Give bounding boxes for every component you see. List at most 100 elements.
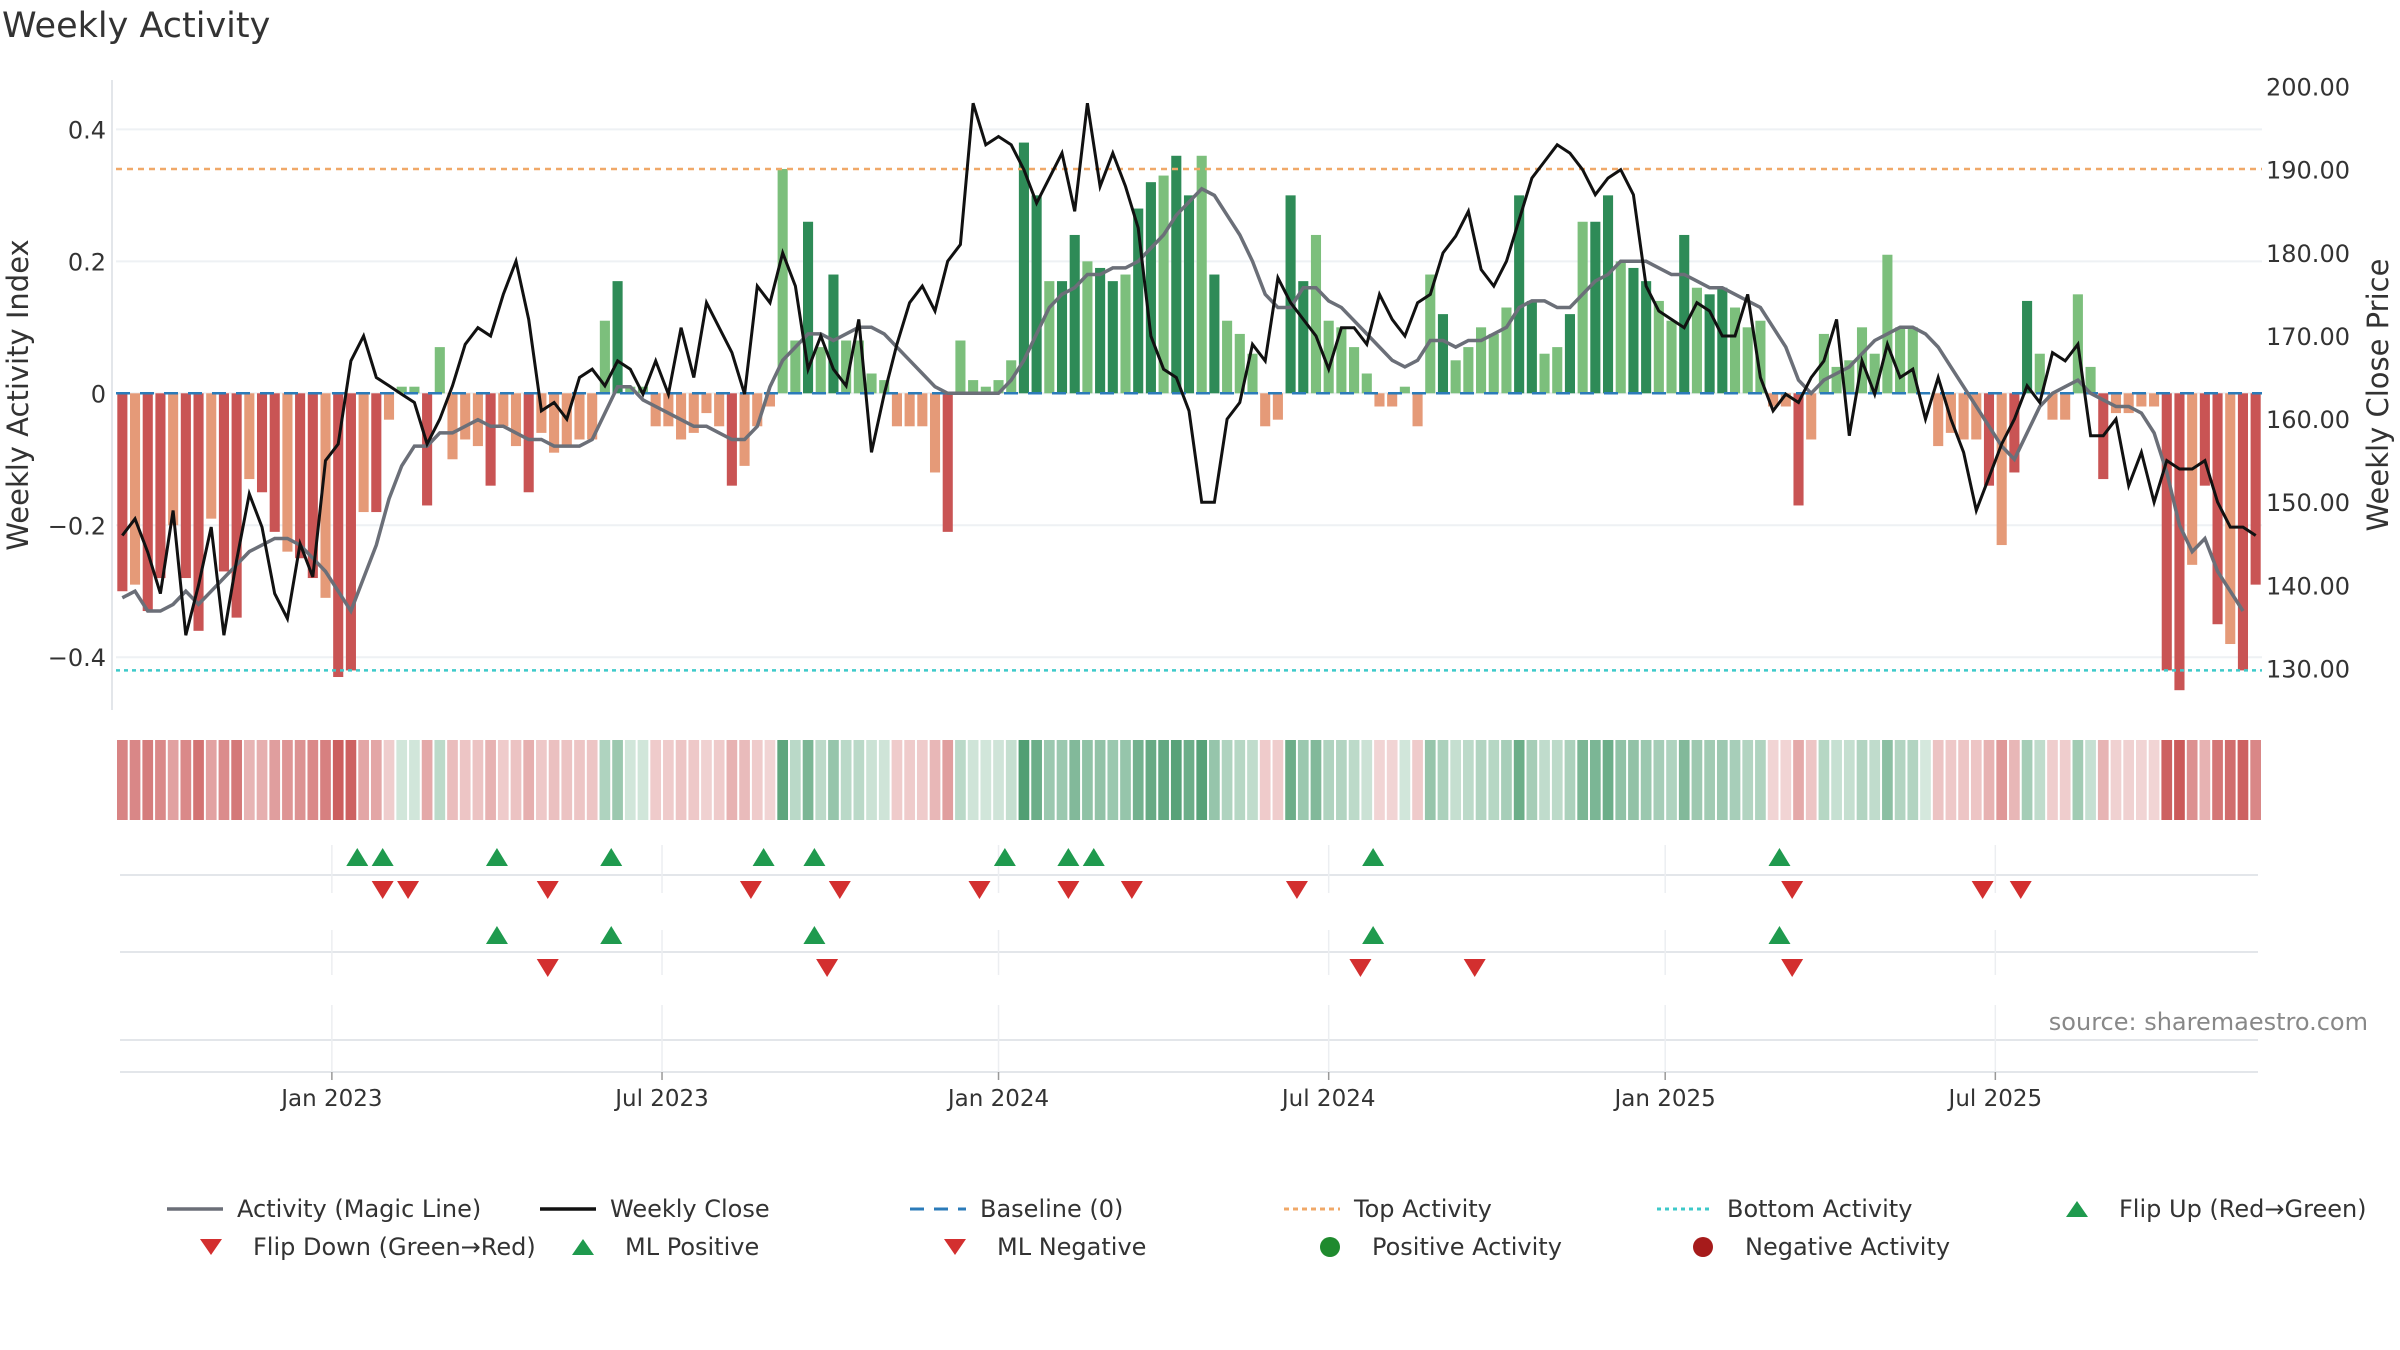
activity-bar <box>891 393 902 427</box>
ml-negative-marker <box>1463 959 1486 977</box>
activity-bar <box>2225 393 2236 645</box>
tri-down-icon <box>200 1239 222 1255</box>
ml-negative-marker <box>1349 959 1372 977</box>
legend-item: Positive Activity <box>1300 1233 1562 1261</box>
strip-cell <box>269 740 281 820</box>
strip-cell <box>1386 740 1398 820</box>
flip-down-marker <box>397 881 420 899</box>
strip-cell <box>1272 740 1284 820</box>
strip-cell <box>1653 740 1665 820</box>
activity-bar <box>2034 353 2045 394</box>
y-tick-label: 0.2 <box>68 248 106 276</box>
y-tick-label: 0.4 <box>68 116 106 144</box>
activity-bar <box>1641 281 1652 394</box>
strip-cell <box>320 740 331 820</box>
x-axis-ticks: Jan 2023 Jul 2023 Jan 2024 Jul 2024 Jan 2025… <box>279 1072 2042 1112</box>
strip-cell <box>2148 740 2160 820</box>
activity-bar <box>1196 155 1207 394</box>
tri-up-icon <box>2066 1201 2088 1217</box>
activity-bar <box>1260 393 1271 427</box>
activity-bar <box>790 340 801 394</box>
ml-positive-marker <box>1362 926 1385 944</box>
activity-bar <box>510 393 522 447</box>
activity-bar <box>1539 353 1550 394</box>
activity-bar <box>1933 393 1944 447</box>
activity-bar <box>2047 393 2058 420</box>
strip-cell <box>866 740 877 820</box>
activity-bar <box>1831 366 1842 394</box>
activity-bar <box>1399 386 1410 394</box>
activity-bar <box>803 221 814 394</box>
strip-cell <box>1221 740 1233 820</box>
y-axis-label: Weekly Activity Index <box>1 239 35 550</box>
strip-cell <box>1716 740 1728 820</box>
strip-cell <box>1704 740 1715 820</box>
strip-cell <box>485 740 496 820</box>
x-tick-label: Jul 2023 <box>613 1086 709 1112</box>
strip-cell <box>802 740 814 820</box>
activity-bar <box>1006 360 1017 394</box>
strip-cell <box>1742 740 1754 820</box>
activity-bar <box>866 373 877 394</box>
y-right-tick-label: 130.00 <box>2266 655 2350 683</box>
strip-cell <box>1780 740 1792 820</box>
activity-bar <box>193 393 204 631</box>
activity-bar <box>256 393 268 493</box>
activity-bar <box>1234 333 1245 394</box>
strip-cell <box>1285 740 1296 820</box>
strip-cell <box>1678 740 1690 820</box>
strip-cell <box>1666 740 1677 820</box>
legend-label: Bottom Activity <box>1727 1195 1913 1223</box>
strip-cell <box>256 740 268 820</box>
activity-bar <box>2174 393 2185 691</box>
strip-cell <box>1755 740 1766 820</box>
activity-bar <box>968 380 979 394</box>
activity-bar <box>485 393 496 486</box>
activity-bar <box>625 386 636 394</box>
x-tick-label: Jul 2024 <box>1280 1086 1376 1112</box>
strip-cell <box>459 740 471 820</box>
activity-bar <box>1374 393 1385 407</box>
strip-cell <box>1297 740 1309 820</box>
activity-bar <box>1425 274 1436 394</box>
strip-cell <box>1005 740 1017 820</box>
activity-bar <box>358 393 369 513</box>
strip-cell <box>1323 740 1335 820</box>
strip-cell <box>574 740 585 820</box>
legend-item: Baseline (0) <box>908 1195 1123 1223</box>
activity-bar <box>1069 234 1080 394</box>
activity-bar <box>1907 327 1918 394</box>
strip-cell <box>536 740 547 820</box>
strip-cell <box>1615 740 1627 820</box>
strip-cell <box>2237 740 2249 820</box>
activity-bar <box>2212 393 2223 625</box>
activity-bar <box>244 393 255 480</box>
strip-cell <box>586 740 598 820</box>
strip-cell <box>1336 740 1347 820</box>
series-lines <box>121 102 2257 636</box>
activity-bar <box>1755 320 1766 394</box>
activity-bar <box>841 340 852 394</box>
strip-cell <box>1463 740 1474 820</box>
activity-bar <box>1476 327 1487 394</box>
legend-label: Flip Down (Green→Red) <box>253 1233 536 1261</box>
activity-bar <box>1323 320 1334 394</box>
activity-bar <box>1768 393 1779 407</box>
activity-bar <box>549 393 560 453</box>
activity-bar <box>2123 393 2134 414</box>
activity-bar <box>320 393 331 598</box>
strip-cell <box>1513 740 1525 820</box>
strip-cell <box>117 740 128 820</box>
activity-bar <box>1806 393 1817 440</box>
activity-bar <box>1437 314 1449 394</box>
activity-bar <box>1882 254 1893 394</box>
activity-bar <box>447 393 458 460</box>
strip-cell <box>2072 740 2084 820</box>
ml-positive-marker <box>485 926 508 944</box>
activity-bar <box>307 393 318 579</box>
activity-bar <box>828 274 839 394</box>
activity-bar <box>1145 182 1156 394</box>
signal-markers <box>120 845 2258 1073</box>
strip-cell <box>1869 740 1881 820</box>
strip-cell <box>1501 740 1512 820</box>
